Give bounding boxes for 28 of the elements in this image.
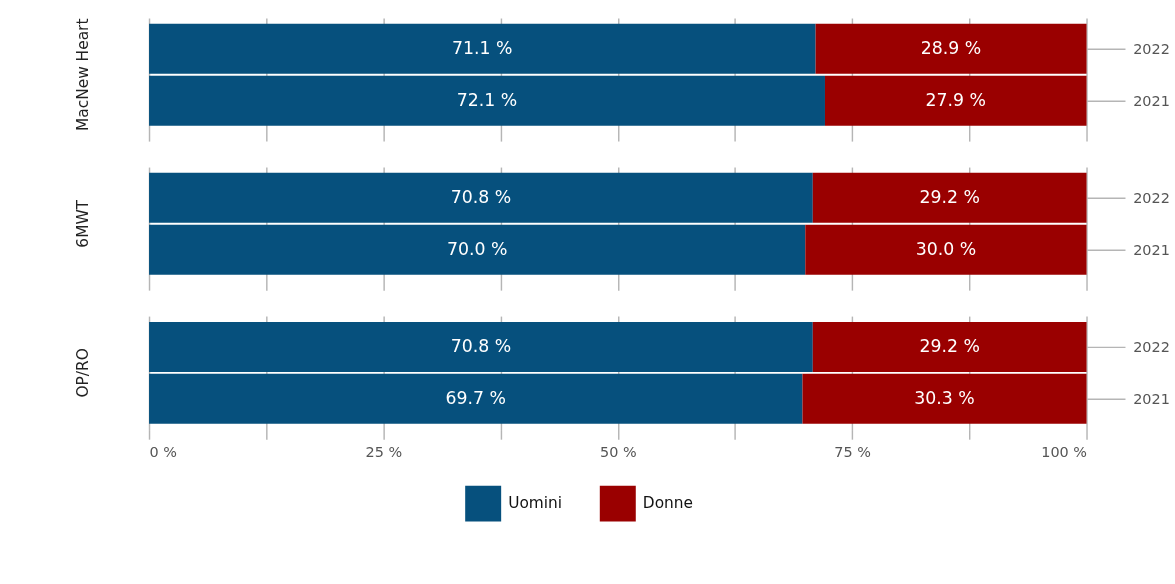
y-tick-label: 2022 [1133, 41, 1170, 58]
y-axis-title: 6MWT [74, 199, 93, 248]
x-tick-label: 25 % [365, 443, 403, 460]
y-tick-label: 2022 [1133, 339, 1170, 356]
data-label: 30.0 % [915, 238, 977, 259]
data-label: 72.1 % [456, 89, 518, 110]
y-tick-label: 2022 [1133, 190, 1170, 207]
data-label: 30.3 % [914, 387, 975, 408]
data-label: 27.9 % [925, 89, 986, 110]
y-axis-title: MacNew Heart [74, 18, 93, 131]
data-label: 70.0 % [446, 238, 508, 259]
y-tick-label: 2021 [1133, 242, 1170, 259]
data-label: 29.2 % [919, 335, 980, 356]
y-tick-label: 2021 [1133, 391, 1170, 408]
data-label: 29.2 % [919, 186, 980, 207]
x-tick-label: 100 % [1041, 443, 1088, 460]
data-label: 69.7 % [445, 387, 506, 408]
data-label: 71.1 % [452, 37, 513, 58]
x-tick-label: 75 % [834, 443, 871, 460]
y-tick-label: 2021 [1133, 93, 1170, 110]
data-label: 70.8 % [450, 186, 512, 207]
legend-label: Donne [642, 494, 693, 513]
data-label: 28.9 % [920, 37, 982, 58]
x-tick-label: 0 % [149, 443, 177, 460]
legend-label: Uomini [508, 494, 563, 513]
y-axis-title: OP/RO [74, 348, 93, 398]
x-tick-label: 50 % [599, 443, 637, 460]
data-label: 70.8 % [450, 335, 512, 356]
